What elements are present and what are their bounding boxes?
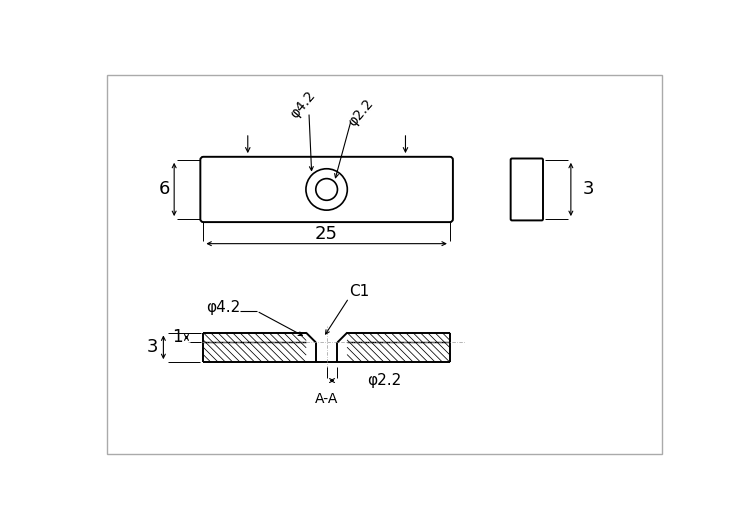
Text: φ4.2: φ4.2	[206, 301, 241, 315]
FancyBboxPatch shape	[200, 157, 453, 222]
FancyBboxPatch shape	[511, 159, 543, 220]
Text: 3: 3	[583, 180, 594, 199]
Text: A-A: A-A	[315, 392, 338, 406]
Text: C1: C1	[349, 284, 369, 299]
Text: φ4.2: φ4.2	[287, 88, 318, 121]
Text: 1: 1	[172, 329, 182, 346]
Text: 6: 6	[158, 180, 170, 199]
Text: 3: 3	[147, 339, 158, 356]
Text: φ2.2: φ2.2	[345, 96, 376, 128]
Text: 25: 25	[315, 225, 338, 243]
Text: φ2.2: φ2.2	[367, 373, 401, 388]
